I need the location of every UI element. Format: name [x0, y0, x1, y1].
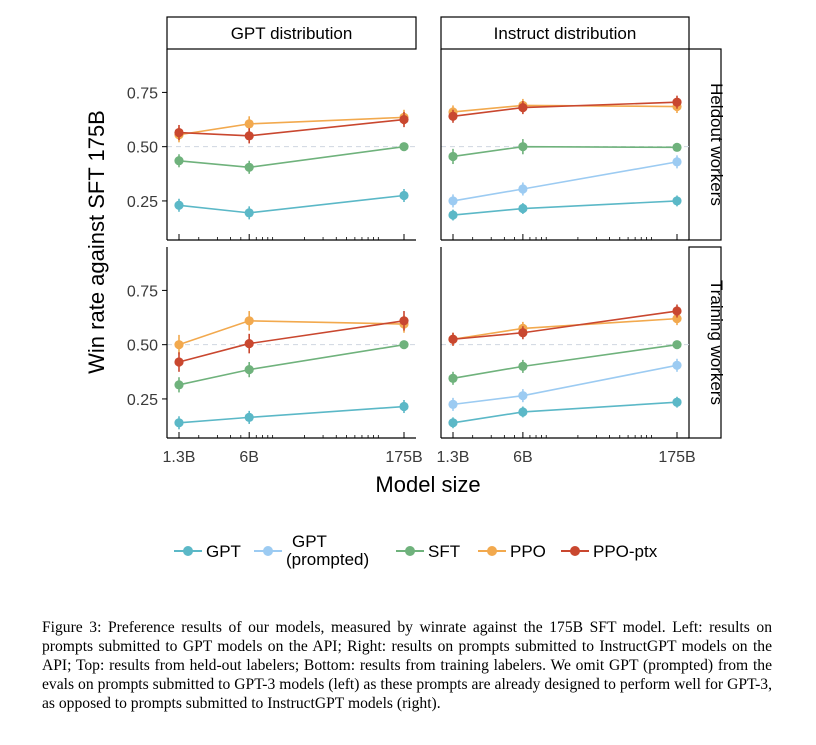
- legend-label: (prompted): [286, 550, 369, 569]
- y-tick-label: 0.50: [127, 140, 158, 157]
- series-line-SFT: [178, 145, 405, 169]
- data-point: [518, 391, 528, 401]
- data-point: [244, 131, 254, 141]
- x-axis-title: Model size: [375, 472, 480, 497]
- data-point: [672, 306, 682, 316]
- data-point: [399, 316, 409, 326]
- series-line-SFT: [178, 343, 405, 386]
- data-point: [174, 340, 184, 350]
- data-point: [244, 119, 254, 129]
- row-strip-label: Training workers: [707, 280, 726, 405]
- y-tick-label: 0.75: [127, 283, 158, 300]
- data-point: [672, 397, 682, 407]
- x-tick-label: 175B: [658, 449, 695, 466]
- data-point: [244, 316, 254, 326]
- data-point: [518, 103, 528, 113]
- series-line-GPTp: [452, 364, 678, 406]
- y-tick-label: 0.25: [127, 194, 158, 211]
- series-line-GPT: [178, 405, 405, 424]
- legend-label: SFT: [428, 542, 460, 561]
- y-tick-label: 0.75: [127, 85, 158, 102]
- series-line-PPO: [178, 319, 405, 346]
- data-point: [174, 357, 184, 367]
- data-point: [174, 156, 184, 166]
- row-strip-label: Heldout workers: [707, 83, 726, 206]
- data-point: [174, 127, 184, 138]
- legend-label: PPO: [510, 542, 546, 561]
- x-tick-label: 6B: [239, 449, 259, 466]
- data-point: [672, 157, 682, 167]
- x-tick-label: 1.3B: [437, 449, 470, 466]
- x-tick-label: 175B: [385, 449, 422, 466]
- legend-marker-PPOptx: [570, 546, 580, 556]
- data-point: [448, 373, 458, 383]
- column-strip: [166, 16, 417, 50]
- data-point: [174, 418, 184, 428]
- data-point: [244, 162, 254, 172]
- series-line-GPTp: [452, 161, 678, 202]
- column-strip-label: Instruct distribution: [494, 24, 637, 43]
- series-line-GPT: [452, 200, 678, 216]
- series-line-PPOptx: [178, 320, 405, 363]
- data-point: [448, 399, 458, 409]
- x-tick-label: 6B: [513, 449, 533, 466]
- data-point: [448, 111, 458, 121]
- legend-label: GPT: [292, 532, 327, 551]
- data-point: [399, 340, 409, 350]
- data-point: [174, 380, 184, 390]
- data-point: [244, 412, 254, 422]
- legend-label: PPO-ptx: [593, 542, 658, 561]
- data-point: [672, 196, 682, 206]
- series-line-GPT: [452, 401, 678, 424]
- data-point: [672, 314, 682, 324]
- data-point: [399, 142, 409, 152]
- data-point: [448, 418, 458, 428]
- data-point: [518, 184, 528, 194]
- legend-marker-GPT: [183, 546, 193, 556]
- faceted-line-chart: GPT distribution Instruct distribution Hel…: [84, 16, 726, 569]
- column-strip: [440, 16, 690, 50]
- data-point: [399, 401, 409, 412]
- legend-marker-SFT: [405, 546, 415, 556]
- data-point: [174, 200, 184, 210]
- data-point: [672, 97, 682, 107]
- data-point: [672, 340, 682, 350]
- data-point: [518, 203, 528, 214]
- x-tick-label: 1.3B: [163, 449, 196, 466]
- legend-marker-GPTp: [263, 546, 273, 556]
- legend-marker-PPO: [487, 546, 497, 556]
- data-point: [672, 360, 682, 370]
- legend-label: GPT: [206, 542, 241, 561]
- row-strip: [688, 246, 722, 439]
- data-point: [448, 151, 458, 162]
- y-tick-label: 0.25: [127, 392, 158, 409]
- data-point: [672, 142, 682, 152]
- series-line-SFT: [452, 145, 678, 158]
- data-point: [448, 196, 458, 206]
- data-point: [448, 210, 458, 220]
- column-strip-label: GPT distribution: [231, 24, 353, 43]
- series-line-GPT: [178, 194, 405, 214]
- data-point: [448, 334, 458, 344]
- series-line-SFT: [452, 343, 678, 380]
- y-tick-label: 0.50: [127, 338, 158, 355]
- row-strip: [688, 48, 722, 241]
- data-point: [518, 361, 528, 371]
- data-point: [244, 338, 254, 349]
- data-point: [244, 208, 254, 218]
- data-point: [518, 407, 528, 417]
- data-point: [399, 190, 409, 201]
- data-point: [399, 114, 409, 125]
- y-axis-title: Win rate against SFT 175B: [84, 110, 109, 374]
- figure-caption: Figure 3: Preference results of our mode…: [42, 619, 772, 712]
- data-point: [518, 142, 528, 152]
- data-point: [244, 365, 254, 375]
- data-point: [518, 328, 528, 338]
